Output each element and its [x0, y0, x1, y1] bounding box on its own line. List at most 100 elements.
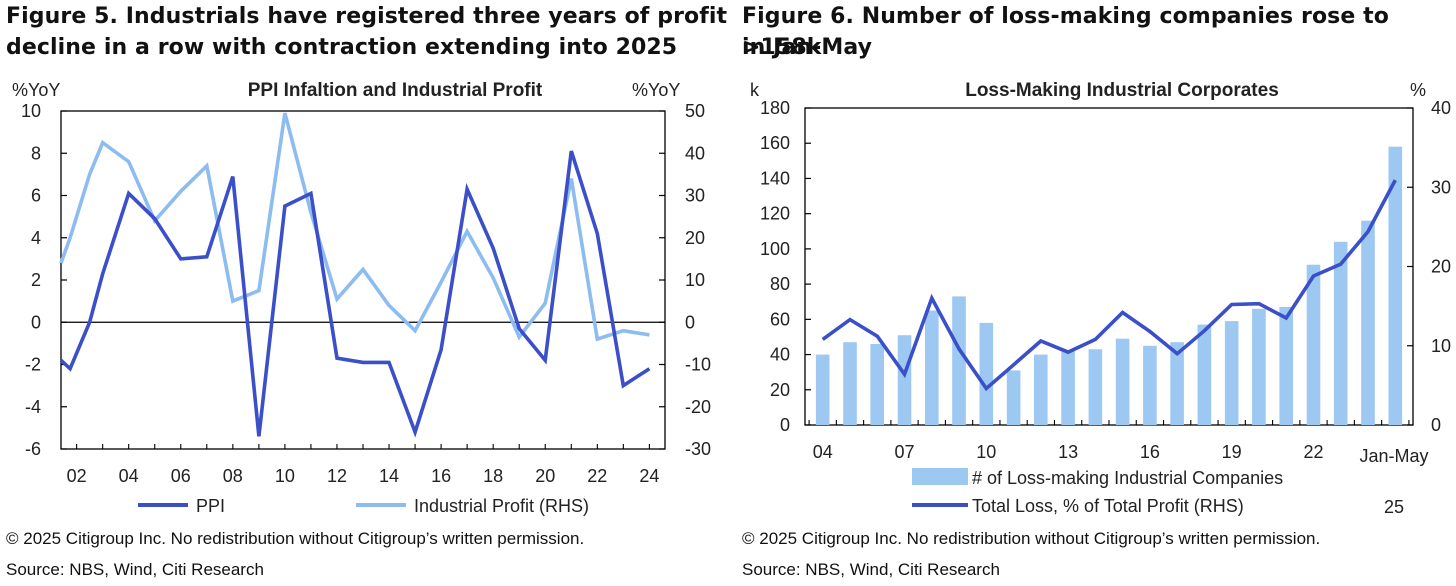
figure5-title-line1: Figure 5. Industrials have registered th…	[6, 4, 728, 29]
loss-making-companies-bar	[925, 310, 939, 425]
loss-making-companies-bar	[979, 322, 994, 425]
right-tick-label: 20	[1431, 257, 1451, 277]
right-tick-label: -20	[685, 397, 711, 417]
x-tick-label: 24	[639, 466, 659, 486]
x-tick-label: 10	[976, 442, 996, 462]
loss-making-companies-bar	[952, 296, 966, 425]
x-tick-label: 12	[327, 466, 347, 486]
left-tick-label: -2	[25, 355, 41, 375]
loss-making-companies-bar	[1306, 264, 1321, 425]
loss-making-companies-bar	[815, 354, 830, 425]
loss-making-companies-bar	[1088, 349, 1103, 425]
left-tick-label: -6	[25, 439, 41, 459]
left-tick-label: 20	[770, 380, 790, 400]
figure5-source: Source: NBS, Wind, Citi Research	[6, 560, 264, 579]
left-tick-label: 6	[31, 186, 41, 206]
left-tick-label: 140	[760, 168, 790, 188]
loss-making-companies-bar	[1115, 338, 1130, 425]
x-tick-label: 04	[119, 466, 139, 486]
loss-making-companies-bar	[1034, 354, 1048, 425]
right-tick-label: -10	[685, 355, 711, 375]
x-tick-label: 16	[431, 466, 451, 486]
left-tick-label: 80	[770, 274, 790, 294]
right-tick-label: 40	[1431, 98, 1451, 118]
figure6-line	[821, 179, 1397, 392]
figure5-series	[59, 112, 651, 438]
left-tick-label: 40	[770, 345, 790, 365]
loss-making-companies-bar	[1197, 324, 1212, 425]
left-tick-label: 0	[780, 415, 790, 435]
loss-making-companies-bar	[1170, 342, 1184, 425]
x-tick-label: 07	[895, 442, 915, 462]
loss-making-companies-bar	[843, 342, 857, 425]
x-tick-label: 10	[275, 466, 295, 486]
figure6-bars	[815, 146, 1403, 426]
figure6-left-ticks: 180 160 140 120 100 80 60 40 20 0	[760, 98, 811, 435]
right-tick-label: 30	[1431, 177, 1451, 197]
loss-making-companies-bar	[1279, 307, 1293, 425]
loss-making-companies-bar	[1252, 308, 1266, 425]
left-tick-label: 2	[31, 270, 41, 290]
loss-making-companies-bar	[1143, 345, 1157, 426]
x-tick-label: 16	[1140, 442, 1160, 462]
x-tick-label: 22	[587, 466, 607, 486]
figure6-source: Source: NBS, Wind, Citi Research	[742, 560, 1000, 579]
x-tick-label: 02	[67, 466, 87, 486]
right-tick-label: 20	[685, 228, 705, 248]
left-tick-label: 60	[770, 309, 790, 329]
figure5-chart-title: PPI Infaltion and Industrial Profit	[248, 80, 543, 101]
figure6-right-ticks: 40 30 20 10 0	[1407, 98, 1451, 435]
loss-making-companies-bar	[1224, 321, 1239, 425]
figure5-right-ticks: 50 40 30 20 10 0 -10 -20 -30	[659, 101, 711, 459]
figure6-x-ticks: 04 07 10 13 16 19 22	[808, 420, 1410, 462]
left-tick-label: 8	[31, 143, 41, 163]
figure5-title-line2: decline in a row with contraction extend…	[6, 35, 678, 60]
x-tick-label: 22	[1303, 442, 1323, 462]
x-tick-label: 13	[1058, 442, 1078, 462]
x-tick-label: 19	[1222, 442, 1242, 462]
x-tick-label: 14	[379, 466, 399, 486]
figure6-xtick-25: 25	[1384, 497, 1404, 517]
figure6-chart-title: Loss-Making Industrial Corporates	[965, 80, 1279, 101]
left-tick-label: 100	[760, 239, 790, 259]
right-tick-label: 0	[685, 312, 695, 332]
figure6-left-axis-unit: k	[750, 80, 760, 100]
left-tick-label: 120	[760, 204, 790, 224]
right-tick-label: 30	[685, 186, 705, 206]
loss-making-companies-bar	[870, 344, 884, 425]
figure6-plot-frame	[804, 107, 1414, 426]
figure6-xtick-jan-may: Jan-May	[1359, 446, 1428, 466]
total-loss-series-line	[821, 179, 1397, 392]
figure6-right-axis-unit: %	[1410, 80, 1426, 100]
x-tick-label: 08	[223, 466, 243, 486]
figure5-copyright: © 2025 Citigroup Inc. No redistribution …	[6, 529, 585, 548]
figure5-x-ticks: 02 04 06 08 10 12 14 16 18 20 22 24	[67, 444, 659, 486]
loss-making-companies-bar	[1061, 351, 1075, 425]
legend-label-loss-making-companies: # of Loss-making Industrial Companies	[972, 468, 1283, 488]
legend-label-industrial-profit: Industrial Profit (RHS)	[414, 496, 589, 516]
right-tick-label: 10	[1431, 336, 1451, 356]
figure5-left-ticks: 10 8 6 4 2 0 -2 -4 -6	[21, 101, 67, 459]
figure6-title-line1: Figure 6. Number of loss-making companie…	[742, 4, 1389, 60]
left-tick-label: 0	[31, 312, 41, 332]
loss-making-companies-bar	[1388, 146, 1403, 425]
right-tick-label: 0	[1431, 415, 1441, 435]
x-tick-label: 04	[813, 442, 833, 462]
figure6-copyright: © 2025 Citigroup Inc. No redistribution …	[742, 529, 1321, 548]
right-tick-label: 50	[685, 101, 705, 121]
right-tick-label: -30	[685, 439, 711, 459]
x-tick-label: 06	[171, 466, 191, 486]
left-tick-label: 180	[760, 98, 790, 118]
loss-making-companies-bar	[1333, 241, 1348, 425]
industrial-profit-series-line	[59, 112, 650, 342]
legend-label-total-loss: Total Loss, % of Total Profit (RHS)	[972, 496, 1244, 516]
left-tick-label: 10	[21, 101, 41, 121]
x-tick-label: 20	[535, 466, 555, 486]
figure5-chart: PPI Infaltion and Industrial Profit %YoY…	[12, 80, 711, 516]
loss-making-companies-bar	[1361, 220, 1375, 425]
figure5-left-axis-unit: %YoY	[12, 80, 60, 100]
legend-label-ppi: PPI	[196, 496, 225, 516]
right-tick-label: 10	[685, 270, 705, 290]
figure5-right-axis-unit: %YoY	[632, 80, 680, 100]
